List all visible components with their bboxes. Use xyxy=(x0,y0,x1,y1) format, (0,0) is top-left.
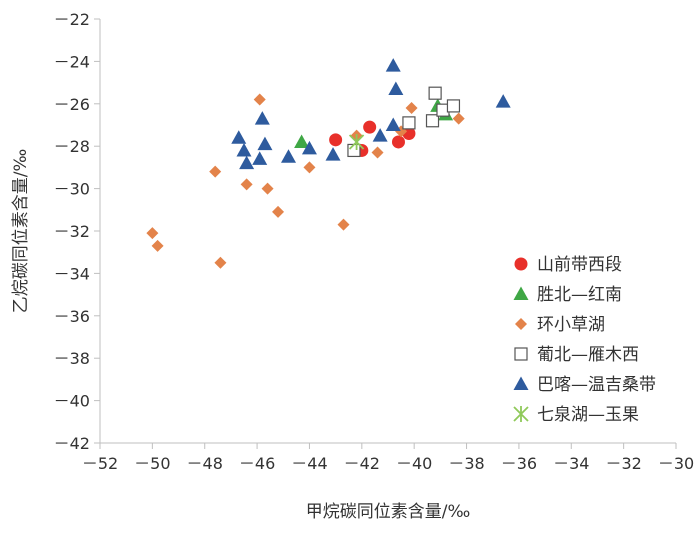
y-tick-label: －38 xyxy=(54,349,90,368)
data-points xyxy=(146,58,511,269)
x-tick-label: －32 xyxy=(605,454,641,473)
data-point xyxy=(405,102,418,115)
data-point xyxy=(337,218,350,231)
legend-label: 胜北—红南 xyxy=(537,285,622,305)
y-tick-label: －32 xyxy=(54,222,90,241)
data-point xyxy=(261,182,274,195)
data-point xyxy=(371,146,384,159)
data-point xyxy=(385,58,401,72)
x-ticks: －52 －50 －48 －46 －44 －42 －40 －38 －36 －34 －32 －30 xyxy=(82,443,694,473)
x-tick-label: －30 xyxy=(658,454,694,473)
legend-marker xyxy=(515,318,527,330)
series-2 xyxy=(146,93,465,269)
data-point xyxy=(428,86,442,100)
data-point xyxy=(425,114,440,128)
legend-label: 葡北—雁木西 xyxy=(537,345,639,365)
x-tick-label: －36 xyxy=(501,454,537,473)
data-point xyxy=(385,117,401,131)
data-point xyxy=(252,151,268,165)
data-point xyxy=(254,111,270,125)
data-point xyxy=(347,143,361,158)
legend-marker xyxy=(513,286,529,300)
legend-label: 巴喀—温吉桑带 xyxy=(537,375,656,395)
y-tick-label: －42 xyxy=(54,434,90,453)
legend-label: 环小草湖 xyxy=(537,315,605,335)
data-point xyxy=(209,165,222,178)
legend-marker xyxy=(514,347,528,361)
data-point xyxy=(402,116,416,130)
x-tick-label: －50 xyxy=(134,454,170,473)
y-tick-label: －40 xyxy=(54,392,90,411)
data-point xyxy=(446,99,461,113)
legend-marker xyxy=(514,257,528,271)
data-point xyxy=(231,130,247,144)
data-point xyxy=(151,239,164,252)
data-point xyxy=(348,133,365,150)
data-point xyxy=(239,155,255,170)
legend-item: 山前带西段 xyxy=(514,255,622,275)
x-tick-label: －38 xyxy=(448,454,484,473)
data-point xyxy=(214,256,227,269)
data-point xyxy=(363,120,377,134)
data-point xyxy=(281,149,297,163)
data-point xyxy=(236,142,252,157)
data-point xyxy=(391,135,405,149)
data-point xyxy=(495,94,511,108)
x-axis-title: 甲烷碳同位素含量/‰ xyxy=(306,502,471,522)
data-point xyxy=(303,161,316,174)
series-5 xyxy=(348,133,365,150)
legend-item: 葡北—雁木西 xyxy=(514,345,639,365)
y-tick-label: －22 xyxy=(54,10,90,29)
legend-label: 山前带西段 xyxy=(537,255,622,275)
data-point xyxy=(146,227,159,240)
legend-item: 巴喀—温吉桑带 xyxy=(513,375,656,395)
data-point xyxy=(301,140,317,155)
x-tick-label: －48 xyxy=(187,454,223,473)
y-tick-label: －26 xyxy=(54,95,90,114)
data-point xyxy=(325,147,341,161)
y-axis-title: 乙烷碳同位素含量/‰ xyxy=(11,149,31,314)
data-point xyxy=(372,128,388,142)
legend-item: 胜北—红南 xyxy=(513,285,622,305)
data-point xyxy=(294,134,310,148)
data-point xyxy=(253,93,266,106)
data-point xyxy=(272,205,285,218)
y-ticks: －42 －40 －38 －36 －34 －32 －30 －28 －26 －24 －22 xyxy=(54,10,100,453)
legend-marker xyxy=(513,376,529,390)
series-3 xyxy=(347,86,461,158)
x-tick-label: －40 xyxy=(396,454,432,473)
data-point xyxy=(240,178,253,191)
x-tick-label: －46 xyxy=(239,454,275,473)
y-tick-label: －30 xyxy=(54,180,90,199)
y-tick-label: －36 xyxy=(54,307,90,326)
y-tick-label: －34 xyxy=(54,264,90,283)
x-tick-label: －42 xyxy=(344,454,380,473)
data-point xyxy=(329,133,343,147)
data-point xyxy=(257,136,273,151)
y-tick-label: －24 xyxy=(54,52,90,71)
legend-item: 环小草湖 xyxy=(515,315,605,335)
series-4 xyxy=(231,58,511,170)
y-tick-label: －28 xyxy=(54,137,90,156)
legend-item: 七泉湖—玉果 xyxy=(513,405,639,425)
data-point xyxy=(388,81,404,95)
legend-label: 七泉湖—玉果 xyxy=(537,405,639,425)
legend-marker xyxy=(513,406,529,422)
x-tick-label: －52 xyxy=(82,454,118,473)
x-tick-label: －44 xyxy=(291,454,327,473)
x-tick-label: －34 xyxy=(553,454,589,473)
data-point xyxy=(452,112,465,125)
